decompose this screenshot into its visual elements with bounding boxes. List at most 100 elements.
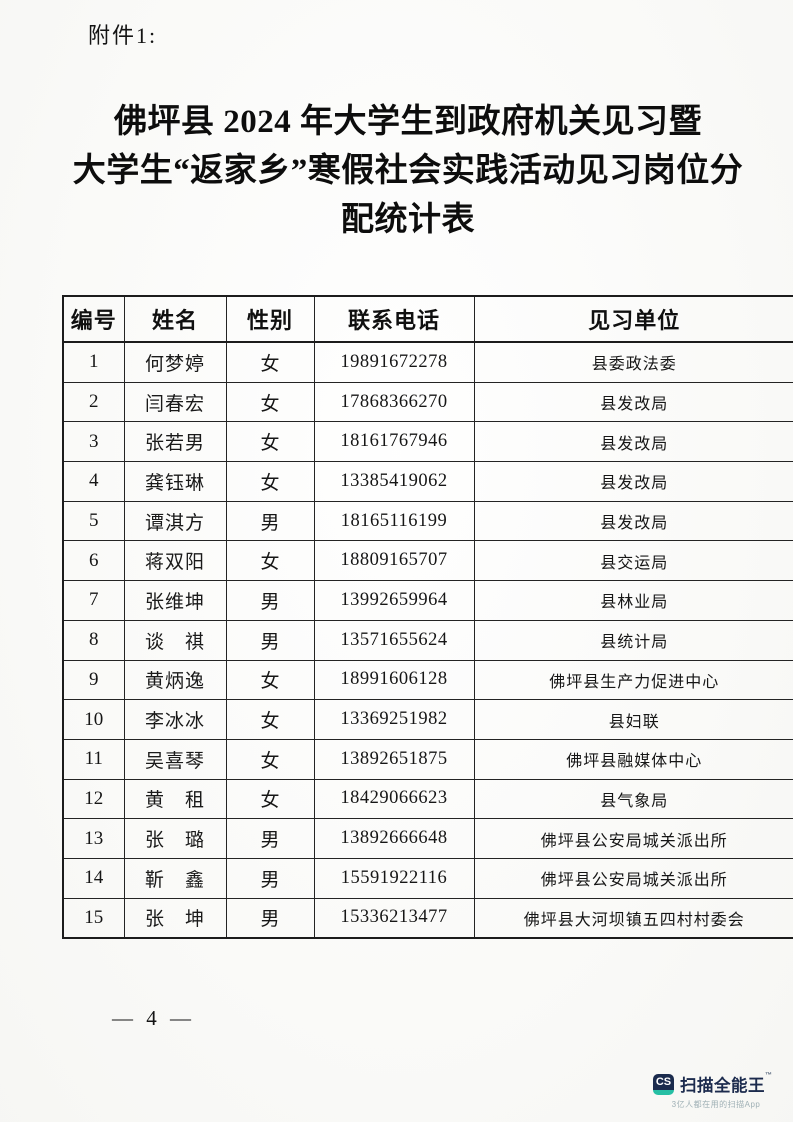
cell-name: 靳 鑫 <box>123 857 227 899</box>
cell-number: 3 <box>62 421 125 463</box>
cell-name: 蒋双阳 <box>123 540 227 582</box>
cell-gender: 男 <box>225 818 315 859</box>
camscanner-tagline: 3亿人都在用的扫描App <box>671 1100 761 1109</box>
cell-unit: 佛坪县融媒体中心 <box>473 738 793 780</box>
cell-gender: 男 <box>225 857 315 899</box>
col-header-unit: 见习单位 <box>473 295 793 343</box>
cell-unit: 县发改局 <box>473 381 793 423</box>
camscanner-brand: 扫描全能王™ <box>680 1072 773 1096</box>
trademark-symbol: ™ <box>765 1072 773 1079</box>
col-header-name: 姓名 <box>123 295 227 343</box>
cell-phone: 13369251982 <box>313 699 475 740</box>
cell-gender: 女 <box>225 659 315 701</box>
cell-name: 龚钰琳 <box>123 461 227 502</box>
table-row: 13 张 璐男 13892666648 佛坪县公安局城关派出所 <box>62 818 793 859</box>
cell-gender: 女 <box>225 381 315 423</box>
cell-phone: 15336213477 <box>313 897 475 939</box>
roster-table: 编号 姓名 性别 联系电话 见习单位 1 何梦婷女 19891672278 县委政法委… <box>62 295 793 940</box>
cell-phone: 18165116199 <box>313 500 475 542</box>
page-number: — 4 — <box>112 1006 195 1030</box>
cell-unit: 佛坪县公安局城关派出所 <box>473 818 793 859</box>
cell-number: 2 <box>62 381 125 423</box>
cell-unit: 县林业局 <box>473 580 793 621</box>
table-row: 2 闫春宏女 17868366270 县发改局 <box>62 381 793 423</box>
cell-name: 张维坤 <box>123 580 227 621</box>
cell-name: 谭淇方 <box>123 500 227 542</box>
cell-gender: 男 <box>225 897 315 939</box>
title-line-1: 佛坪县 2024 年大学生到政府机关见习暨 <box>114 104 702 140</box>
cell-number: 14 <box>62 857 125 899</box>
col-header-number: 编号 <box>62 295 125 343</box>
cell-name: 闫春宏 <box>123 381 227 423</box>
cell-gender: 女 <box>225 738 315 780</box>
col-header-phone: 联系电话 <box>313 295 475 343</box>
cell-number: 4 <box>62 461 125 502</box>
camscanner-watermark: CS 扫描全能王™ 3亿人都在用的扫描App <box>653 1072 779 1110</box>
cell-gender: 女 <box>225 341 315 383</box>
cell-number: 11 <box>62 738 125 780</box>
cell-number: 10 <box>62 699 125 740</box>
cell-phone: 13992659964 <box>313 580 475 621</box>
cell-phone: 13892651875 <box>313 738 475 780</box>
roster-table-container: 编号 姓名 性别 联系电话 见习单位 1 何梦婷女 19891672278 县委政法委… <box>62 295 793 940</box>
cell-number: 13 <box>62 818 125 859</box>
cell-gender: 男 <box>225 500 315 542</box>
cell-number: 9 <box>62 659 125 701</box>
cell-name: 李冰冰 <box>123 699 227 740</box>
cell-number: 8 <box>62 619 125 661</box>
cell-gender: 男 <box>225 580 315 621</box>
cell-gender: 女 <box>225 540 315 582</box>
table-header-row: 编号 姓名 性别 联系电话 见习单位 <box>62 295 793 343</box>
cell-name: 张 璐 <box>123 818 227 859</box>
table-row: 4 龚钰琳女 13385419062 县发改局 <box>62 461 793 502</box>
cell-name: 谈 祺 <box>123 619 227 661</box>
cell-unit: 县统计局 <box>473 619 793 661</box>
camscanner-logo-icon: CS <box>653 1073 674 1095</box>
table-row: 9 黄炳逸女 18991606128 佛坪县生产力促进中心 <box>62 659 793 701</box>
cell-name: 吴喜琴 <box>123 738 227 780</box>
cell-unit: 佛坪县公安局城关派出所 <box>473 857 793 899</box>
cell-unit: 县发改局 <box>473 500 793 542</box>
cell-name: 黄炳逸 <box>123 659 227 701</box>
camscanner-watermark-row: CS 扫描全能王™ <box>653 1072 779 1096</box>
cell-number: 15 <box>62 897 125 939</box>
table-row: 15 张 坤男 15336213477 佛坪县大河坝镇五四村村委会 <box>62 897 793 939</box>
cell-number: 12 <box>62 778 125 820</box>
cell-name: 张 坤 <box>123 897 227 939</box>
cell-phone: 18161767946 <box>313 421 475 463</box>
document-title: 佛坪县 2024 年大学生到政府机关见习暨 大学生“返家乡”寒假社会实践活动见习… <box>46 98 770 245</box>
title-line-3: 配统计表 <box>341 202 475 238</box>
cell-phone: 19891672278 <box>313 341 475 383</box>
table-row: 6 蒋双阳女 18809165707 县交运局 <box>62 540 793 582</box>
cell-phone: 13385419062 <box>313 461 475 502</box>
cell-phone: 17868366270 <box>313 381 475 423</box>
cell-unit: 佛坪县生产力促进中心 <box>473 659 793 701</box>
table-row: 7 张维坤男 13992659964 县林业局 <box>62 580 793 621</box>
camscanner-brand-text: 扫描全能王 <box>680 1077 765 1095</box>
cell-unit: 县交运局 <box>473 540 793 582</box>
cell-unit: 县发改局 <box>473 461 793 502</box>
cell-gender: 女 <box>225 778 315 820</box>
table-row: 1 何梦婷女 19891672278 县委政法委 <box>62 341 793 383</box>
attachment-label: 附件1: <box>88 23 158 48</box>
cell-phone: 18991606128 <box>313 659 475 701</box>
col-header-gender: 性别 <box>225 295 315 343</box>
cell-phone: 13892666648 <box>313 818 475 859</box>
cell-unit: 县妇联 <box>473 699 793 740</box>
cell-gender: 女 <box>225 699 315 740</box>
cell-name: 黄 租 <box>123 778 227 820</box>
cell-name: 何梦婷 <box>123 341 227 383</box>
cell-phone: 13571655624 <box>313 619 475 661</box>
cell-gender: 男 <box>225 619 315 661</box>
cell-number: 6 <box>62 540 125 582</box>
cell-unit: 县气象局 <box>473 778 793 820</box>
cell-unit: 县委政法委 <box>473 341 793 383</box>
table-row: 14 靳 鑫男 15591922116 佛坪县公安局城关派出所 <box>62 857 793 899</box>
cell-phone: 18809165707 <box>313 540 475 582</box>
cell-number: 7 <box>62 580 125 621</box>
cell-number: 1 <box>62 341 125 383</box>
table-row: 3 张若男女 18161767946 县发改局 <box>62 421 793 463</box>
cell-unit: 佛坪县大河坝镇五四村村委会 <box>473 897 793 939</box>
